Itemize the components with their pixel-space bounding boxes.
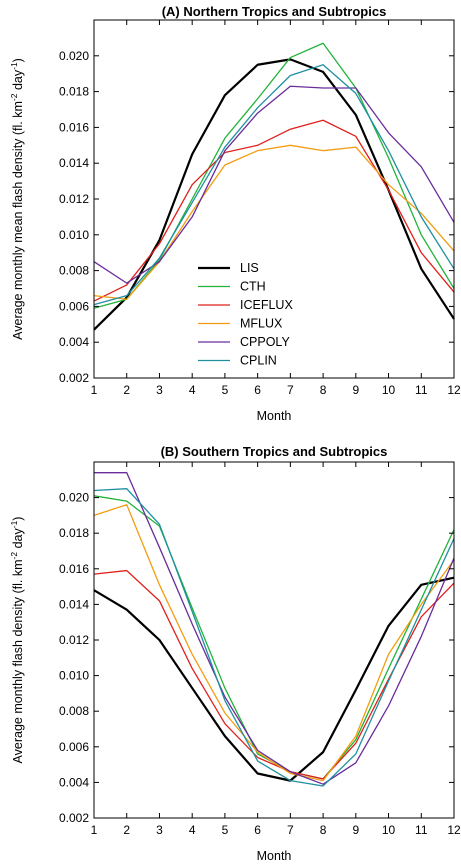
y-tick-label: 0.006 bbox=[59, 299, 89, 313]
x-tick-label: 3 bbox=[156, 823, 163, 837]
x-tick-label: 6 bbox=[254, 383, 261, 397]
x-tick-label: 8 bbox=[320, 823, 327, 837]
legend: LIS CTH ICEFLUX MFLUX CPPOLY CPLIN bbox=[198, 261, 293, 368]
x-tick-label: 5 bbox=[222, 383, 229, 397]
y-tick-label: 0.004 bbox=[59, 775, 89, 789]
y-tick-label: 0.006 bbox=[59, 740, 89, 754]
x-tick-label: 12 bbox=[447, 383, 461, 397]
x-axis-label: Month bbox=[257, 849, 292, 863]
y-axis-label: Average monthly mean flash density (fl. … bbox=[9, 58, 25, 340]
x-axis-label: Month bbox=[257, 409, 292, 423]
series-line-lis bbox=[93, 576, 455, 782]
x-tick-label: 5 bbox=[222, 823, 229, 837]
x-tick-label: 1 bbox=[91, 383, 98, 397]
x-tick-label: 3 bbox=[156, 383, 163, 397]
x-tick-label: 8 bbox=[320, 383, 327, 397]
x-tick-label: 9 bbox=[352, 823, 359, 837]
x-tick-label: 2 bbox=[123, 383, 130, 397]
x-tick-label: 12 bbox=[447, 823, 461, 837]
x-tick-label: 11 bbox=[415, 383, 428, 397]
y-tick-label: 0.004 bbox=[59, 335, 89, 349]
y-tick-label: 0.018 bbox=[59, 526, 89, 540]
y-tick-label: 0.002 bbox=[59, 371, 89, 385]
series-line-cplin bbox=[93, 64, 455, 306]
x-tick-label: 4 bbox=[189, 383, 196, 397]
y-axis-label: Average monthly flash density (fl. km-2 … bbox=[9, 517, 25, 764]
legend-label-cth: CTH bbox=[240, 280, 266, 294]
y-tick-label: 0.012 bbox=[59, 192, 89, 206]
series-line-cplin bbox=[93, 488, 455, 787]
legend-label-iceflux: ICEFLUX bbox=[240, 298, 293, 312]
x-tick-label: 1 bbox=[91, 823, 98, 837]
y-tick-label: 0.010 bbox=[59, 669, 89, 683]
chart-title: (A) Northern Tropics and Subtropics bbox=[162, 4, 387, 19]
y-tick-label: 0.014 bbox=[59, 156, 89, 170]
y-tick-label: 0.008 bbox=[59, 704, 89, 718]
legend-label-lis: LIS bbox=[240, 261, 259, 275]
x-tick-label: 9 bbox=[352, 383, 359, 397]
series-line-cth bbox=[93, 42, 455, 309]
x-tick-label: 7 bbox=[287, 823, 294, 837]
x-tick-label: 4 bbox=[189, 823, 196, 837]
series-line-mflux bbox=[93, 144, 455, 300]
y-tick-label: 0.020 bbox=[59, 49, 89, 63]
x-tick-label: 2 bbox=[123, 823, 130, 837]
y-tick-label: 0.018 bbox=[59, 85, 89, 99]
y-tick-label: 0.020 bbox=[59, 491, 89, 505]
chart-title: (B) Southern Tropics and Subtropics bbox=[161, 444, 388, 459]
y-tick-label: 0.008 bbox=[59, 264, 89, 278]
x-tick-label: 11 bbox=[415, 823, 428, 837]
y-tick-label: 0.010 bbox=[59, 228, 89, 242]
y-tick-label: 0.016 bbox=[59, 120, 89, 134]
legend-label-cppoly: CPPOLY bbox=[240, 335, 290, 349]
x-tick-label: 10 bbox=[382, 383, 396, 397]
x-tick-label: 10 bbox=[382, 823, 396, 837]
y-tick-label: 0.014 bbox=[59, 597, 89, 611]
y-tick-label: 0.012 bbox=[59, 633, 89, 647]
series-line-mflux bbox=[93, 504, 455, 782]
series-line-iceflux bbox=[93, 119, 455, 302]
series-line-iceflux bbox=[93, 569, 455, 780]
x-tick-label: 6 bbox=[254, 823, 261, 837]
legend-label-mflux: MFLUX bbox=[240, 317, 283, 331]
x-tick-label: 7 bbox=[287, 383, 294, 397]
y-tick-label: 0.002 bbox=[59, 811, 89, 825]
series-line-cppoly bbox=[94, 472, 455, 785]
y-tick-label: 0.016 bbox=[59, 562, 89, 576]
legend-label-cplin: CPLIN bbox=[240, 354, 277, 368]
